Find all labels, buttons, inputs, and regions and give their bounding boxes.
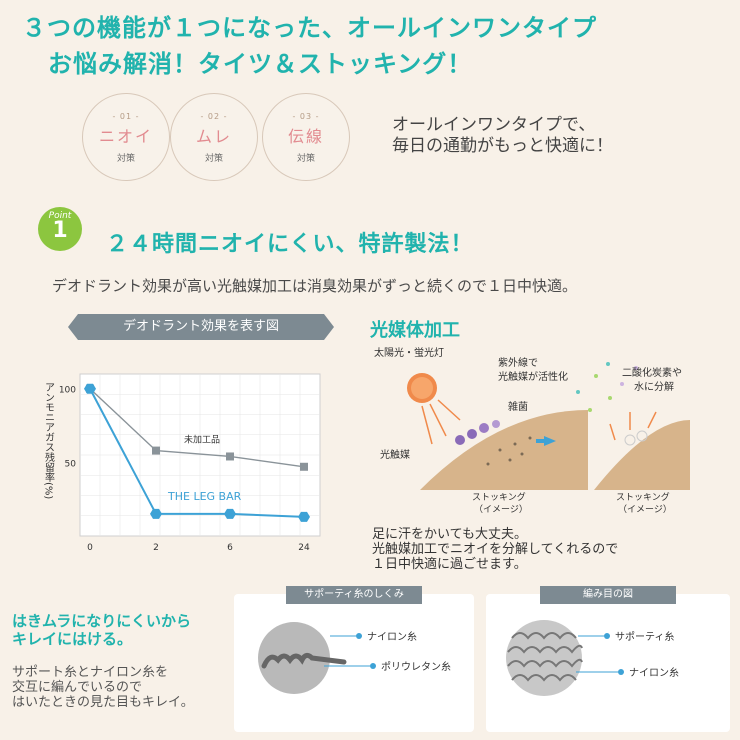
feature-label: ムレ	[195, 127, 232, 146]
feature-number: - 01 -	[112, 112, 140, 121]
series-line	[89, 388, 305, 468]
chart-banner: デオドラント効果を表す図	[68, 314, 334, 340]
lower-paragraph-line2: 交互に編んでいるので	[12, 680, 143, 695]
lower-paragraph-line3: はいたときの見た目もキレイ。	[12, 695, 194, 710]
lower-heading: はきムラになりにくいから キレイにはける。	[12, 612, 191, 648]
label-dot-icon	[356, 633, 362, 639]
arrow-right-icon	[544, 436, 556, 446]
y-axis-label: アンモニアガス残留率(%)	[43, 382, 55, 499]
catch-copy: オールインワンタイプで、 毎日の通勤がもっと快適に！	[392, 115, 613, 157]
catch-line2: 毎日の通勤がもっと快適に！	[392, 136, 613, 156]
sparkle-particles	[576, 362, 638, 412]
point-badge-number: 1	[52, 218, 68, 243]
data-point	[300, 462, 308, 471]
feature-label: ニオイ	[98, 127, 153, 146]
knit-pattern-illustration: サポーティ糸 ナイロン糸	[506, 620, 679, 696]
decomposed-particles	[624, 430, 648, 446]
x-tick-label: 0	[87, 543, 93, 553]
x-tick-label: 24	[298, 543, 310, 553]
uv-label-1: 紫外線で	[498, 356, 538, 369]
photocatalyst-diagram: 太陽光・蛍光灯 雑菌 光触媒 紫外線で 光触媒が活性化 ストッキング （イメージ…	[374, 346, 690, 515]
feature-sub: 対策	[204, 154, 223, 164]
data-point	[150, 508, 162, 519]
stocking-surface-right	[594, 420, 690, 490]
light-rays-icon	[421, 399, 461, 445]
card-tab: サポーティ糸のしくみ	[286, 586, 422, 604]
data-point	[224, 508, 236, 519]
stocking-surface	[420, 410, 588, 490]
upward-arrows-icon	[609, 411, 657, 441]
image-label-right: （イメージ）	[618, 504, 672, 515]
series-line	[89, 388, 305, 518]
x-tick-label: 2	[153, 543, 159, 553]
deodorant-chart: 100 50 0 2 6 24 アンモニアガス残留率(%) 未加工品 THE LEG BAR	[43, 373, 321, 553]
data-point	[152, 446, 160, 455]
nylon-label: ナイロン糸	[367, 631, 417, 643]
photocatalyst-title: 光媒体加工	[370, 320, 460, 341]
supporty-label: サポーティ糸	[615, 631, 674, 643]
data-point	[226, 452, 234, 461]
point-title: ２４時間ニオイにくい、特許製法！	[106, 232, 474, 257]
bacteria-icon	[455, 420, 500, 445]
support-yarn-illustration: ナイロン糸 ポリウレタン糸	[258, 622, 451, 694]
note-line1: 足に汗をかいても大丈夫。	[372, 527, 527, 542]
photocatalyst-note: 足に汗をかいても大丈夫。 光触媒加工でニオイを分解してくれるので １日中快適に過…	[372, 527, 618, 572]
polyurethane-label: ポリウレタン糸	[381, 661, 451, 673]
image-label-left: （イメージ）	[474, 504, 528, 515]
knit-circle	[506, 620, 582, 696]
y-tick-label: 50	[65, 459, 77, 469]
feature-label: 伝線	[287, 127, 324, 146]
feature-stuffiness: - 02 - ムレ 対策	[170, 93, 258, 181]
label-dot-icon	[604, 633, 610, 639]
catalyst-label: 光触媒	[380, 448, 410, 461]
y-tick-label: 100	[59, 386, 76, 396]
stocking-label-left: ストッキング	[472, 491, 526, 503]
note-line2: 光触媒加工でニオイを分解してくれるので	[372, 542, 619, 557]
feature-odor: - 01 - ニオイ 対策	[82, 93, 170, 181]
headline-line2: お悩み解消！タイツ＆ストッキング！	[48, 50, 473, 78]
label-dot-icon	[370, 663, 376, 669]
lower-paragraph: サポート糸とナイロン糸を 交互に編んでいるので はいたときの見た目もキレイ。	[12, 665, 194, 710]
knit-pattern-card: 編み目の図 サポーティ糸 ナイロン糸	[486, 586, 730, 732]
feature-sub: 対策	[296, 154, 315, 164]
bacteria-label: 雑菌	[508, 400, 528, 413]
data-point	[84, 383, 96, 394]
x-tick-label: 6	[227, 543, 233, 553]
lower-heading-line2: キレイにはける。	[12, 630, 133, 648]
co2-label-2: 水に分解	[634, 380, 674, 393]
knit-mesh-icon	[507, 632, 583, 682]
nylon-label: ナイロン糸	[629, 667, 679, 679]
point-description: デオドラント効果が高い光触媒加工は消臭効果がずっと続くので１日中快適。	[52, 277, 578, 295]
lower-heading-line1: はきムラになりにくいから	[12, 612, 191, 630]
feature-number: - 02 -	[200, 112, 228, 121]
sun-core-icon	[411, 377, 433, 399]
co2-label-1: 二酸化炭素や	[622, 366, 682, 379]
yarn-coil-icon	[261, 652, 347, 669]
series-label-thelegbar: THE LEG BAR	[167, 490, 242, 503]
point-badge: Point 1	[38, 207, 82, 251]
fiber-dots	[486, 436, 532, 466]
catch-line1: オールインワンタイプで、	[392, 115, 596, 135]
feature-run: - 03 - 伝線 対策	[262, 93, 350, 181]
light-label: 太陽光・蛍光灯	[374, 346, 444, 359]
card-tab: 編み目の図	[540, 586, 676, 604]
feature-sub: 対策	[116, 154, 135, 164]
label-dot-icon	[618, 669, 624, 675]
feature-number: - 03 -	[292, 112, 320, 121]
point-badge-word: Point	[48, 211, 72, 221]
support-yarn-card: サポーティ糸のしくみ ナイロン糸 ポリウレタン糸	[234, 586, 474, 732]
data-point	[298, 511, 310, 522]
stocking-label-right: ストッキング	[616, 491, 670, 503]
series-label-unprocessed: 未加工品	[184, 434, 220, 446]
headline-line1: ３つの機能が１つになった、オールインワンタイプ	[22, 14, 597, 42]
uv-label-2: 光触媒が活性化	[498, 370, 568, 383]
note-line3: １日中快適に過ごせます。	[372, 557, 527, 572]
lower-paragraph-line1: サポート糸とナイロン糸を	[12, 665, 169, 680]
